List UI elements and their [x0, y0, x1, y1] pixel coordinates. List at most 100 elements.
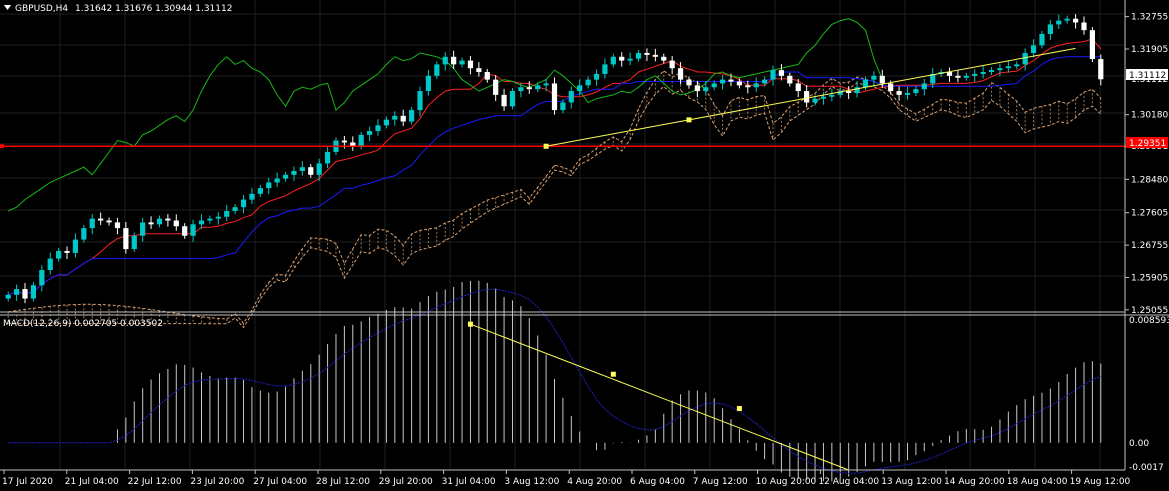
candle-body: [148, 222, 154, 225]
candle-body: [383, 119, 390, 126]
time-axis: 17 Jul 2020 21 Jul 04:00 22 Jul 12:00 23 Ju…: [2, 470, 1131, 487]
candle-body: [686, 79, 692, 86]
candle-body: [5, 294, 11, 299]
candle-body: [47, 258, 53, 271]
candle-body: [652, 54, 658, 57]
candle-body: [442, 56, 448, 65]
candle-body: [140, 222, 146, 236]
candle-body: [257, 188, 263, 194]
candle-body: [417, 91, 423, 111]
candle-body: [64, 250, 70, 253]
candle-body: [627, 58, 633, 61]
price-tick-label: 1.26755: [1131, 241, 1168, 251]
candle-body: [1030, 45, 1037, 53]
time-tick-label: 6 Aug 04:00: [630, 477, 685, 487]
candle-body: [350, 142, 356, 147]
candle-body: [425, 75, 432, 92]
price-trendline[interactable]: [543, 47, 1076, 149]
candle-body: [56, 250, 62, 259]
candle-body: [106, 220, 112, 223]
candle-body: [291, 171, 297, 175]
candle-body: [1064, 18, 1070, 21]
macd-trendline-anchor: [736, 406, 742, 412]
candle-body: [610, 56, 616, 65]
candle-body: [762, 79, 768, 84]
candle-body: [804, 91, 810, 103]
candle-body: [392, 115, 398, 120]
candle-body: [745, 85, 751, 88]
trendline-segment: [546, 47, 1076, 147]
candle-body: [1098, 59, 1104, 80]
macd-tick-label: 0.00: [1129, 439, 1149, 449]
candle-body: [274, 178, 280, 183]
time-tick-label: 12 Aug 04:00: [818, 477, 879, 487]
candle-body: [577, 85, 583, 92]
price-tick-label: 1.32755: [1131, 13, 1168, 23]
candle-body: [358, 134, 364, 147]
senkou-span-a: [8, 70, 1102, 325]
candle-body: [1047, 24, 1053, 34]
macd-trendline-anchor: [467, 321, 473, 327]
candle-body: [1081, 22, 1087, 31]
candle-body: [904, 92, 911, 95]
ichimoku-cloud: [7, 70, 1102, 329]
candle-body: [703, 87, 709, 92]
candle-body: [207, 218, 213, 221]
candle-body: [677, 68, 684, 80]
price-tick-label: 1.31905: [1131, 45, 1168, 55]
candle-body: [946, 72, 953, 76]
candle-body: [669, 60, 675, 69]
candle-body: [846, 91, 852, 93]
candle-body: [526, 87, 532, 90]
candle-body: [1089, 30, 1095, 60]
candle-body: [299, 167, 305, 172]
candle-body: [518, 87, 524, 92]
candle-body: [1056, 20, 1062, 25]
candle-body: [551, 83, 558, 111]
candle-body: [736, 81, 743, 86]
candle-body: [282, 174, 289, 179]
trendline-anchor: [543, 143, 549, 149]
candle-body: [341, 140, 347, 143]
hline-price-label: 1.29351: [1129, 139, 1166, 149]
candle-body: [1014, 64, 1020, 67]
candle-body: [493, 79, 499, 95]
candle-body: [980, 72, 986, 74]
candle-body: [509, 91, 516, 107]
candle-body: [711, 83, 717, 88]
candle-body: [602, 64, 608, 74]
price-tick-label: 1.31112: [1131, 75, 1168, 85]
candle-body: [1072, 18, 1079, 23]
candle-body: [644, 52, 650, 55]
candle-body: [770, 70, 776, 80]
time-tick-label: 17 Jul 2020: [2, 477, 53, 487]
candle-body: [778, 70, 785, 76]
candle-body: [879, 75, 885, 84]
time-tick-label: 27 Jul 04:00: [253, 477, 307, 487]
candle-body: [173, 220, 179, 227]
candle-body: [837, 91, 843, 95]
candle-body: [249, 193, 255, 200]
candle-body: [30, 285, 37, 299]
macd-signal-line: [8, 288, 1101, 474]
candle-body: [182, 226, 188, 236]
candle-body: [72, 239, 79, 253]
current-price-label: 1.31112: [1129, 71, 1166, 81]
candle-body: [459, 60, 465, 65]
candle-body: [316, 163, 322, 175]
senkou-span-b: [8, 82, 1102, 329]
price-tick-label: 1.28480: [1131, 175, 1168, 185]
candle-body: [224, 211, 230, 217]
time-tick-label: 22 Jul 12:00: [128, 477, 182, 487]
price-tick-label: 1.25055: [1131, 306, 1168, 316]
candle-body: [375, 125, 381, 132]
candle-body: [988, 70, 995, 73]
candle-body: [266, 182, 272, 189]
candle-body: [451, 56, 457, 65]
macd-trendline[interactable]: [467, 321, 849, 471]
chevron-down-icon[interactable]: [4, 5, 11, 10]
candle-body: [812, 98, 818, 103]
symbol-label: GBPUSD,H4: [15, 4, 68, 14]
candle-body: [829, 94, 835, 97]
